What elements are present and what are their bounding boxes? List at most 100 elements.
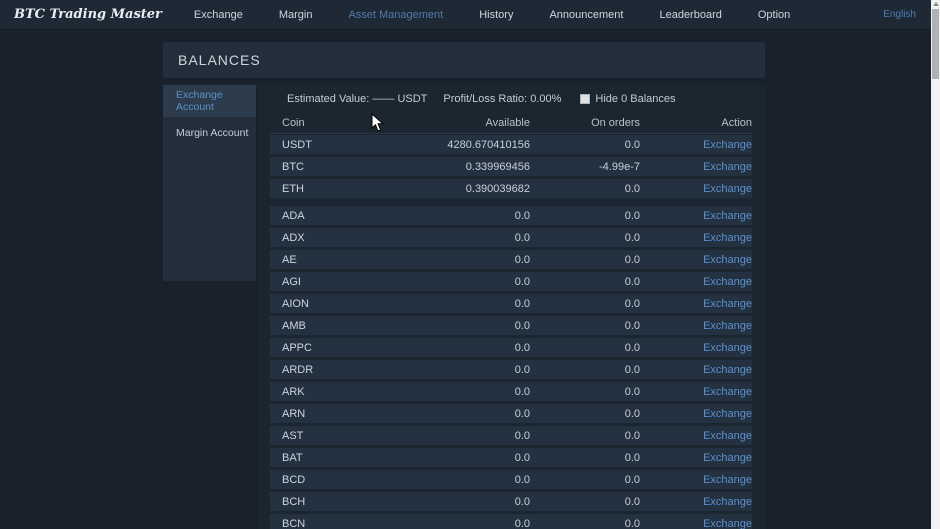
exchange-link[interactable]: Exchange xyxy=(703,517,752,529)
available-cell: 0.0 xyxy=(514,253,530,266)
table-row: ADX 0.0 0.0 Exchange xyxy=(270,228,752,247)
coin-cell: ARDR xyxy=(282,363,314,376)
table-row: BTC 0.339969456 -4.99e-7 Exchange xyxy=(270,157,752,176)
hide-zero-checkbox[interactable] xyxy=(580,93,591,104)
header-action: Action xyxy=(721,116,752,129)
exchange-link[interactable]: Exchange xyxy=(703,319,752,332)
available-cell: 0.0 xyxy=(514,209,530,222)
nav-item[interactable]: Exchange xyxy=(193,8,243,21)
table-row: ARN 0.0 0.0 Exchange xyxy=(270,404,752,423)
coin-cell: ETH xyxy=(282,182,304,195)
coin-cell: BCD xyxy=(282,473,306,486)
scrollbar-up-arrow[interactable] xyxy=(931,0,940,8)
exchange-link[interactable]: Exchange xyxy=(703,363,752,376)
exchange-link[interactable]: Exchange xyxy=(703,209,752,222)
on-orders-cell: 0.0 xyxy=(624,138,640,151)
exchange-link[interactable]: Exchange xyxy=(703,182,752,195)
available-cell: 4280.670410156 xyxy=(447,138,530,151)
on-orders-cell: 0.0 xyxy=(624,429,640,442)
on-orders-cell: 0.0 xyxy=(624,319,640,332)
available-cell: 0.0 xyxy=(514,341,530,354)
on-orders-cell: 0.0 xyxy=(624,297,640,310)
available-cell: 0.0 xyxy=(514,385,530,398)
coin-cell: BCN xyxy=(282,517,306,529)
nav-item[interactable]: History xyxy=(479,8,514,21)
exchange-link[interactable]: Exchange xyxy=(703,495,752,508)
exchange-link[interactable]: Exchange xyxy=(703,385,752,398)
table-row: BAT 0.0 0.0 Exchange xyxy=(270,448,752,467)
on-orders-cell: 0.0 xyxy=(624,209,640,222)
coin-cell: AE xyxy=(282,253,297,266)
exchange-link[interactable]: Exchange xyxy=(703,407,752,420)
available-cell: 0.0 xyxy=(514,231,530,244)
exchange-link[interactable]: Exchange xyxy=(703,473,752,486)
available-cell: 0.0 xyxy=(514,297,530,310)
available-cell: 0.0 xyxy=(514,275,530,288)
coin-cell: BTC xyxy=(282,160,304,173)
available-cell: 0.339969456 xyxy=(465,160,530,173)
sidebar-item[interactable]: Exchange Account xyxy=(163,85,256,117)
scrollbar-thumb[interactable] xyxy=(932,9,939,79)
available-cell: 0.0 xyxy=(514,495,530,508)
coin-cell: AST xyxy=(282,429,304,442)
table-row: USDT 4280.670410156 0.0 Exchange xyxy=(270,135,752,154)
available-cell: 0.390039682 xyxy=(465,182,530,195)
table-row: APPC 0.0 0.0 Exchange xyxy=(270,338,752,357)
table-row: ARDR 0.0 0.0 Exchange xyxy=(270,360,752,379)
on-orders-cell: 0.0 xyxy=(624,473,640,486)
nav-item[interactable]: Asset Management xyxy=(348,8,444,21)
coin-cell: BCH xyxy=(282,495,306,508)
table-row: AST 0.0 0.0 Exchange xyxy=(270,426,752,445)
table-row: BCN 0.0 0.0 Exchange xyxy=(270,514,752,529)
header-coin: Coin xyxy=(282,116,305,129)
table-row: BCH 0.0 0.0 Exchange xyxy=(270,492,752,511)
on-orders-cell: 0.0 xyxy=(624,517,640,529)
table-row: AGI 0.0 0.0 Exchange xyxy=(270,272,752,291)
on-orders-cell: -4.99e-7 xyxy=(599,160,640,173)
available-cell: 0.0 xyxy=(514,363,530,376)
on-orders-cell: 0.0 xyxy=(624,231,640,244)
nav-item[interactable]: Margin xyxy=(278,8,313,21)
brand-logo[interactable]: BTC Trading Master xyxy=(14,7,162,22)
coin-cell: AMB xyxy=(282,319,306,332)
exchange-link[interactable]: Exchange xyxy=(703,429,752,442)
coin-cell: ARN xyxy=(282,407,306,420)
page-title: BALANCES xyxy=(178,52,261,68)
sidebar-item[interactable]: Margin Account xyxy=(176,127,249,139)
main-nav: Exchange Margin Asset Management History… xyxy=(176,9,808,21)
coin-cell: ADX xyxy=(282,231,305,244)
scrollbar[interactable] xyxy=(931,0,940,529)
on-orders-cell: 0.0 xyxy=(624,341,640,354)
exchange-link[interactable]: Exchange xyxy=(703,297,752,310)
nav-item[interactable]: Option xyxy=(757,8,791,21)
exchange-link[interactable]: Exchange xyxy=(703,451,752,464)
available-cell: 0.0 xyxy=(514,319,530,332)
exchange-link[interactable]: Exchange xyxy=(703,341,752,354)
table-row: ADA 0.0 0.0 Exchange xyxy=(270,206,752,225)
table-row: ETH 0.390039682 0.0 Exchange xyxy=(270,179,752,198)
table-row: BCD 0.0 0.0 Exchange xyxy=(270,470,752,489)
on-orders-cell: 0.0 xyxy=(624,495,640,508)
estimated-value: Estimated Value: —— USDT xyxy=(287,92,428,105)
coin-cell: USDT xyxy=(282,138,312,151)
info-bar: Estimated Value: —— USDT Profit/Loss Rat… xyxy=(270,85,752,112)
hide-zero-label: Hide 0 Balances xyxy=(595,92,676,105)
main-panel: Estimated Value: —— USDT Profit/Loss Rat… xyxy=(258,85,765,529)
exchange-link[interactable]: Exchange xyxy=(703,231,752,244)
exchange-link[interactable]: Exchange xyxy=(703,253,752,266)
on-orders-cell: 0.0 xyxy=(624,275,640,288)
sidebar: Exchange Account Margin Account xyxy=(163,85,256,281)
exchange-link[interactable]: Exchange xyxy=(703,275,752,288)
table-row: AMB 0.0 0.0 Exchange xyxy=(270,316,752,335)
exchange-link[interactable]: Exchange xyxy=(703,138,752,151)
nav-item[interactable]: Announcement xyxy=(549,8,624,21)
exchange-link[interactable]: Exchange xyxy=(703,160,752,173)
language-link[interactable]: English xyxy=(883,9,916,20)
balances-banner: BALANCES xyxy=(163,42,765,78)
coin-cell: APPC xyxy=(282,341,312,354)
hide-zero-toggle[interactable]: Hide 0 Balances xyxy=(580,92,676,105)
on-orders-cell: 0.0 xyxy=(624,182,640,195)
coin-cell: BAT xyxy=(282,451,303,464)
coin-cell: AION xyxy=(282,297,309,310)
nav-item[interactable]: Leaderboard xyxy=(659,8,722,21)
